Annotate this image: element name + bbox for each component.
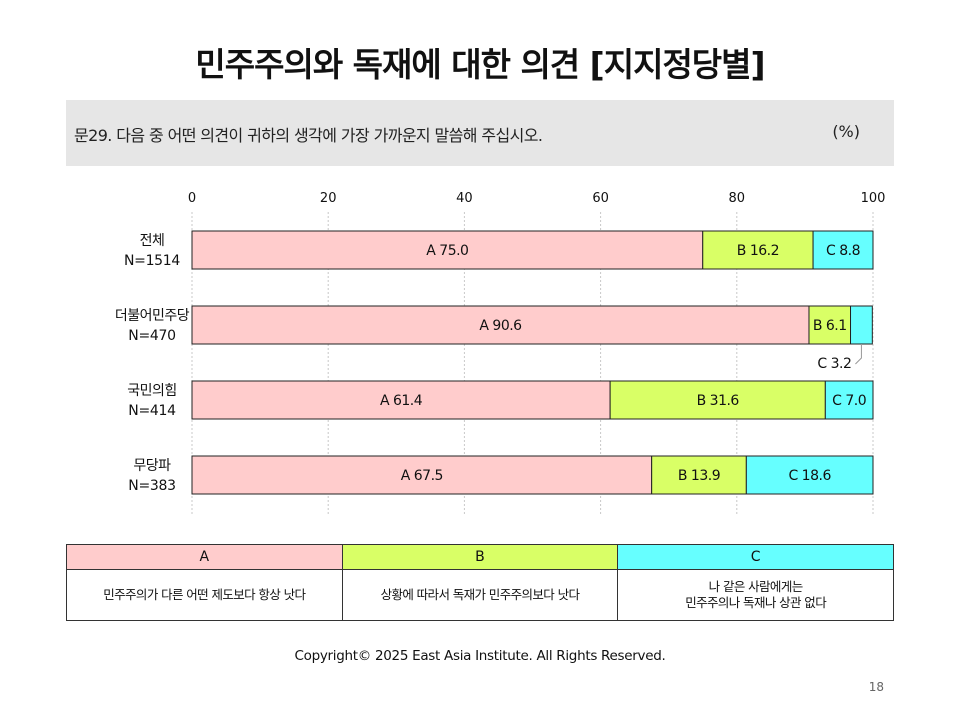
category-n-label: N=1514 [124,253,180,269]
bars: A 75.0 B 16.2 C 8.8 A 90.6 B 6.1 C 3.2 A 61.4 B… [191,230,874,495]
stacked-bar-chart: 0 20 40 60 80 100 A 75.0 B 16.2 C 8.8 A 90.6 B 6.… [115,191,886,514]
question-text: 문29. 다음 중 어떤 의견이 귀하의 생각에 가장 가까운지 말씀해 주십시… [74,126,543,145]
legend-description-a: 민주주의가 다른 어떤 제도보다 항상 낫다 [66,569,343,621]
data-label: B 6.1 [813,318,847,334]
data-label: A 75.0 [426,243,468,259]
category-n-label: N=470 [128,328,175,344]
callout-label: C 3.2 [817,356,851,372]
category-label: 더불어민주당 [115,308,190,324]
x-tick-label: 60 [592,191,609,206]
data-label: B 31.6 [697,393,740,409]
bar-segment [651,455,747,495]
data-label: A 90.6 [479,318,522,334]
data-label: C 8.8 [826,243,860,259]
page-number: 18 [868,680,884,694]
legend-description-c: 나 같은 사람에게는 민주주의나 독재나 상관 없다 [617,569,894,621]
category-label: 무당파 [133,458,171,474]
category-labels: 전체 N=1514 더불어민주당 N=470 국민의힘 N=414 무당파 N=383 [115,233,190,494]
x-tick-label: 0 [188,191,196,206]
data-label: B 16.2 [737,243,779,259]
category-n-label: N=383 [128,478,175,494]
x-tick-label: 80 [729,191,746,206]
x-tick-label: 100 [861,191,886,206]
legend-description-b: 상황에 따라서 독재가 민주주의보다 낫다 [341,569,619,621]
data-label: A 61.4 [380,393,423,409]
category-label: 전체 [140,233,165,249]
bar-segment [191,380,611,420]
category-n-label: N=414 [128,403,176,419]
x-tick-label: 20 [320,191,337,206]
legend-header-c: C [617,544,894,570]
bar-segment [702,230,814,270]
legend-table: A B C 민주주의가 다른 어떤 제도보다 항상 낫다 상황에 따라서 독재가… [66,544,894,621]
data-label: A 67.5 [401,468,443,484]
question-box: 문29. 다음 중 어떤 의견이 귀하의 생각에 가장 가까운지 말씀해 주십시… [66,100,894,166]
bar-segment [745,455,874,495]
x-axis-ticks: 0 20 40 60 80 100 [188,191,886,206]
legend-header-a: A [66,544,343,570]
bar-segment [191,305,810,345]
bar-segment [824,380,874,420]
data-label: C 7.0 [832,393,866,409]
unit-label: (%) [832,122,860,141]
bar-segment [191,230,704,270]
category-label: 국민의힘 [127,383,177,399]
legend-header-b: B [341,544,619,570]
page-title: 민주주의와 독재에 대한 의견 [지지정당별] [195,45,765,84]
callout-line [855,344,862,365]
copyright-notice: Copyright© 2025 East Asia Institute. All… [294,648,666,664]
bar-segment [850,305,873,345]
x-tick-label: 40 [456,191,473,206]
bar-segment [812,230,874,270]
data-label: C 18.6 [788,468,831,484]
data-label: B 13.9 [678,468,720,484]
